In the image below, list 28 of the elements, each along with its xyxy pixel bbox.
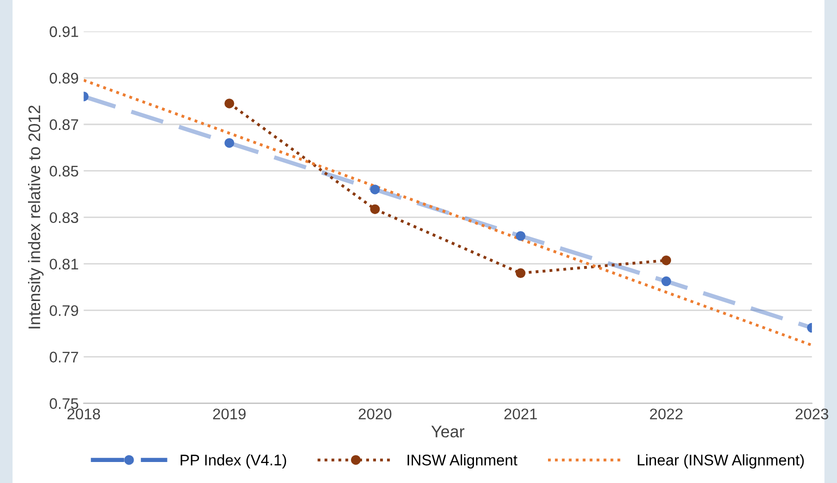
point xyxy=(661,276,672,286)
x-tick-label: 2019 xyxy=(213,408,246,420)
y-tick-label: 0.91 xyxy=(50,26,78,38)
point xyxy=(370,204,380,214)
y-tick-label: 0.81 xyxy=(50,258,78,270)
y-tick-label: 0.89 xyxy=(50,72,78,84)
point xyxy=(516,231,526,241)
point xyxy=(224,138,234,148)
x-tick-label: 2023 xyxy=(796,408,828,420)
legend-label: PP Index (V4.1) xyxy=(180,454,286,468)
point xyxy=(516,268,526,278)
x-tick-label: 2022 xyxy=(650,408,682,420)
point xyxy=(661,255,672,266)
y-tick-label: 0.77 xyxy=(50,352,78,362)
x-tick-label: 2020 xyxy=(358,408,392,420)
x-axis-title: Year xyxy=(431,426,464,438)
y-tick-label: 0.87 xyxy=(50,119,78,130)
point xyxy=(370,184,380,194)
y-tick-label: 0.83 xyxy=(50,212,78,224)
point xyxy=(224,98,234,108)
y-tick-label: 0.85 xyxy=(50,166,78,177)
x-tick-label: 2021 xyxy=(504,408,537,420)
legend-label: Linear (INSW Alignment) xyxy=(638,454,804,468)
y-tick-label: 0.79 xyxy=(50,305,78,316)
y-tick-label: 0.75 xyxy=(50,398,78,409)
legend-label: INSW Alignment xyxy=(408,454,518,468)
y-axis-title: Intensity index relative to 2012 xyxy=(28,106,44,328)
x-tick-label: 2018 xyxy=(67,408,100,420)
